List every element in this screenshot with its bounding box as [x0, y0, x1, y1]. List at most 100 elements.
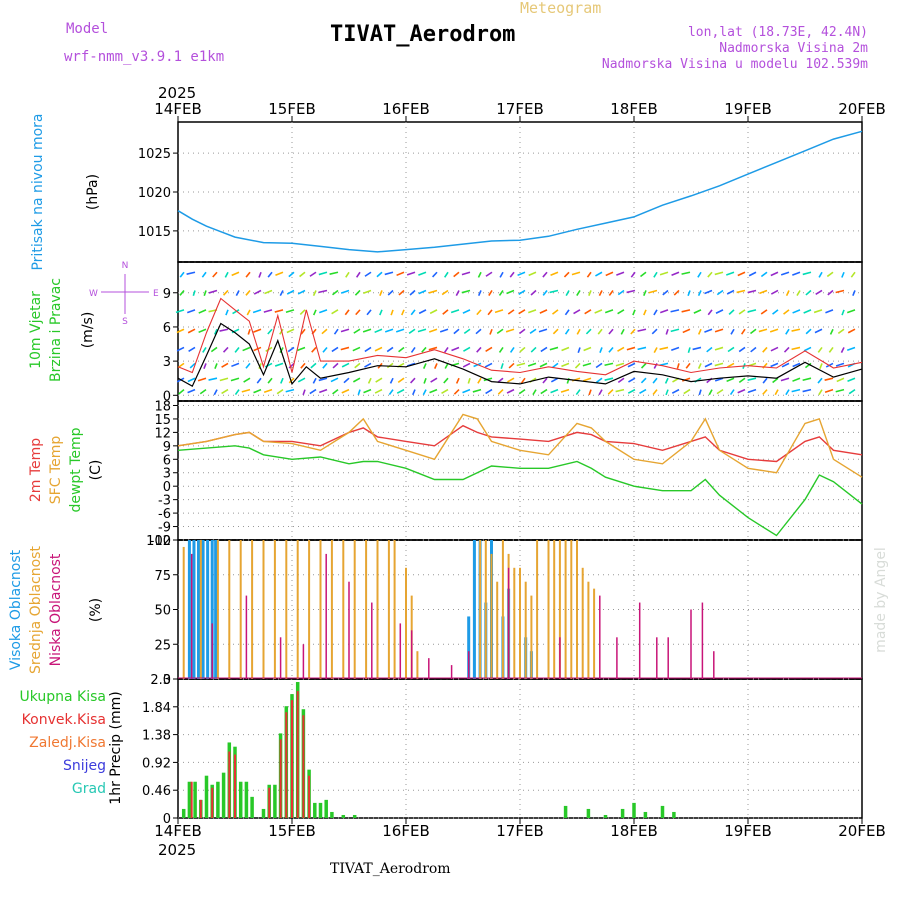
- wind-barb: [662, 289, 669, 296]
- wind-barb: [747, 377, 757, 381]
- wind-barb: [312, 309, 317, 316]
- high-cloud-axis-title: Visoka Oblacnost: [8, 549, 24, 670]
- wind-barb: [707, 309, 713, 316]
- wind-barb: [726, 289, 735, 295]
- wind-barb: [748, 271, 757, 277]
- mid-cloud-bar: [490, 553, 493, 679]
- wind-barb: [626, 346, 636, 351]
- wind-barb: [386, 346, 394, 353]
- wind-barb: [615, 362, 625, 367]
- wind-barb: [665, 328, 669, 335]
- wind-barb: [498, 290, 504, 296]
- wind-barb: [595, 377, 603, 384]
- wind-barb: [376, 271, 383, 278]
- mid-cloud-bar: [484, 540, 487, 679]
- low-cloud-bar: [371, 602, 373, 679]
- wind-barb: [208, 377, 218, 381]
- wind-barb: [192, 290, 196, 297]
- wind-barb: [639, 388, 647, 395]
- wind-barb: [341, 362, 350, 368]
- wind-barb: [175, 309, 185, 314]
- wind-barb: [772, 377, 779, 384]
- precip-axis-title: 1hr Precip (mm): [108, 691, 124, 804]
- mid-cloud-bar: [547, 540, 550, 679]
- wind-barb: [785, 389, 790, 396]
- wind-barb: [620, 328, 625, 335]
- x-tick-label-bottom: 18FEB: [610, 822, 657, 840]
- mid-cloud-bar: [216, 540, 219, 679]
- wind-barb: [792, 271, 801, 276]
- wind-barb: [288, 271, 295, 278]
- wind-barb: [245, 271, 251, 278]
- wind-barb: [727, 346, 735, 353]
- wind-barb: [627, 388, 636, 394]
- wind-barb: [827, 289, 834, 296]
- wind-barb: [815, 289, 823, 296]
- y-tick-label: 0.46: [142, 784, 171, 799]
- conv-precip-bar: [234, 754, 236, 818]
- conv-precip-bar: [228, 751, 231, 818]
- wind-barb: [242, 346, 251, 352]
- total-precip-bar: [620, 808, 625, 818]
- wind-barb: [267, 328, 273, 335]
- mid-cloud-bar: [496, 581, 499, 679]
- wind-barb: [747, 289, 757, 294]
- wind-barb: [417, 328, 427, 333]
- wind-barb: [253, 346, 262, 352]
- station-title: TIVAT_Aerodrom: [330, 22, 516, 47]
- wind-barb: [318, 289, 328, 294]
- mid-cloud-bar: [587, 581, 590, 679]
- wind-barb: [401, 309, 405, 316]
- pressure-line: [177, 130, 863, 253]
- wind-barb: [198, 328, 207, 334]
- dewpoint-line: [177, 445, 863, 537]
- total-precip-bar: [193, 781, 197, 818]
- wind-barb: [630, 328, 636, 335]
- wind-barb: [824, 377, 834, 381]
- wind-barb: [203, 363, 207, 369]
- wind-barb: [542, 271, 548, 278]
- low-cloud-bar: [638, 602, 641, 679]
- wind-barb: [617, 377, 625, 384]
- wind-barb: [673, 289, 680, 296]
- wind-barb: [276, 388, 284, 395]
- wind-barb: [716, 289, 724, 296]
- wind-barb: [387, 289, 394, 296]
- wind-barb: [653, 347, 658, 353]
- wind-barb: [461, 271, 471, 276]
- high-cloud-bar: [192, 540, 196, 679]
- wind-barb: [498, 346, 504, 353]
- wind-barb: [539, 362, 548, 368]
- wind-barb: [542, 289, 548, 296]
- y-tick-label: 3: [163, 355, 171, 370]
- wind-barb: [198, 309, 207, 314]
- low-cloud-bar: [279, 637, 282, 679]
- wind-barb: [253, 328, 262, 333]
- wind-speed-line: [177, 322, 863, 388]
- wind-barb: [363, 388, 372, 394]
- wind-barb: [318, 271, 328, 276]
- wind-barb: [825, 309, 834, 314]
- total-precip-bar: [672, 811, 676, 818]
- wind-barb: [728, 309, 735, 315]
- wind-barb: [608, 346, 614, 353]
- wind-barb: [818, 389, 823, 396]
- y-tick-label: 6: [163, 321, 171, 336]
- precip-legend-item: Snijeg: [63, 758, 106, 774]
- pressure-unit: (hPa): [85, 174, 101, 210]
- wind-barb: [652, 377, 658, 384]
- wind-barb: [441, 289, 449, 296]
- wind-barb: [341, 388, 350, 394]
- mid-cloud-bar: [530, 595, 533, 679]
- low-cloud-bar: [428, 658, 430, 679]
- wind-barb: [796, 290, 801, 296]
- mid-cloud-bar: [479, 540, 482, 679]
- wind-barb: [453, 328, 460, 335]
- wind-barb: [497, 389, 504, 395]
- wind-barb: [188, 346, 196, 352]
- wind-barb: [670, 309, 680, 313]
- low-cloud-bar: [656, 637, 658, 679]
- wind-barb: [222, 289, 229, 296]
- wind-barb: [434, 363, 438, 369]
- wind-barb: [659, 346, 669, 351]
